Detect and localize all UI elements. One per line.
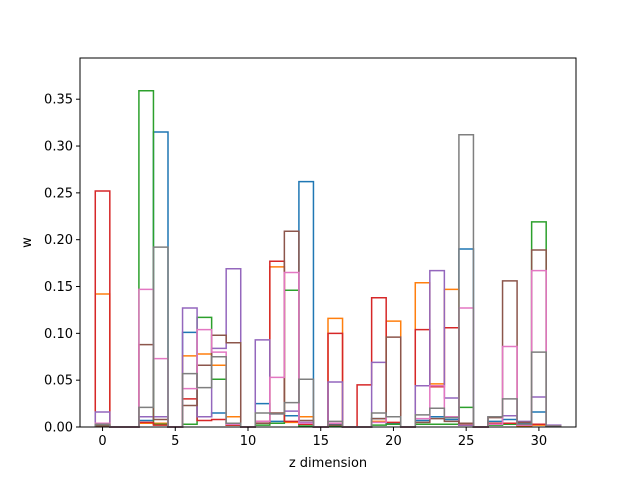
y-tick-label: 0.25 bbox=[44, 186, 73, 201]
x-axis-label: z dimension bbox=[289, 456, 367, 471]
x-tick-label: 25 bbox=[458, 434, 475, 449]
x-axis-ticks: 0 5 10 15 20 25 30 bbox=[98, 427, 547, 449]
y-tick-label: 0.00 bbox=[44, 421, 73, 436]
y-axis-label: w bbox=[20, 237, 35, 248]
x-tick-label: 5 bbox=[171, 434, 179, 449]
x-tick-label: 20 bbox=[385, 434, 402, 449]
y-tick-label: 0.30 bbox=[44, 140, 73, 155]
y-tick-label: 0.10 bbox=[44, 327, 73, 342]
x-tick-label: 10 bbox=[240, 434, 257, 449]
x-tick-label: 0 bbox=[98, 434, 106, 449]
y-tick-label: 0.15 bbox=[44, 280, 73, 295]
y-tick-label: 0.35 bbox=[44, 93, 73, 108]
x-tick-label: 15 bbox=[312, 434, 329, 449]
x-tick-label: 30 bbox=[531, 434, 548, 449]
y-tick-label: 0.05 bbox=[44, 374, 73, 389]
y-tick-label: 0.20 bbox=[44, 233, 73, 248]
plot-frame bbox=[79, 57, 577, 428]
y-axis-ticks: 0.00 0.05 0.10 0.15 0.20 0.25 0.30 0.35 bbox=[44, 93, 80, 436]
